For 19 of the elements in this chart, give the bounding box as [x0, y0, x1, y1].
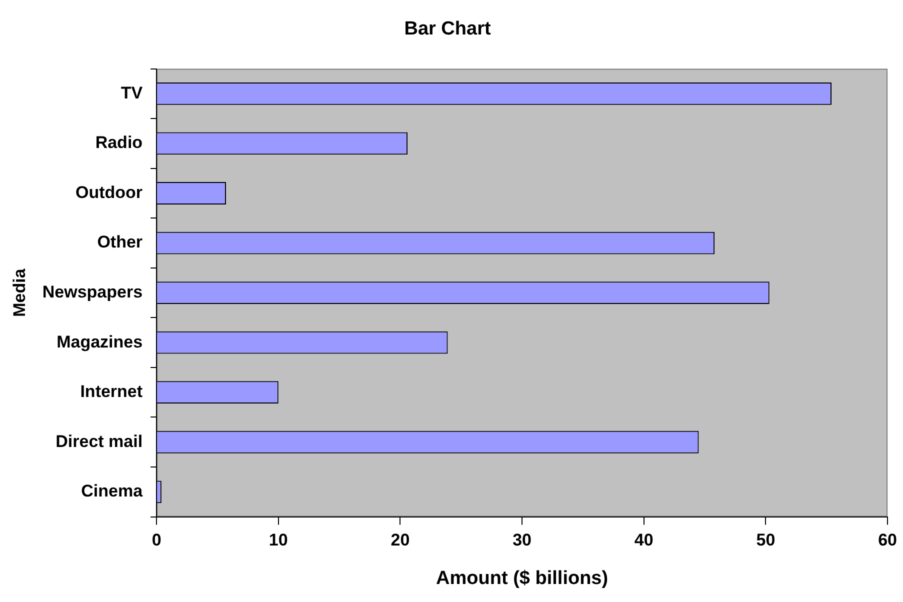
- y-tick-label: Outdoor: [76, 182, 143, 202]
- x-tick-label: 30: [512, 530, 532, 550]
- x-tick-label: 50: [756, 530, 776, 550]
- y-tick-label: TV: [120, 83, 144, 102]
- y-tick-label: Other: [97, 232, 143, 252]
- y-tick-label: Radio: [95, 133, 143, 152]
- x-tick-label: 10: [268, 530, 288, 550]
- y-tick-label: Newspapers: [42, 282, 143, 302]
- x-tick-label: 0: [152, 530, 162, 550]
- x-tick-label: 20: [390, 530, 410, 550]
- y-tick-label: Magazines: [56, 332, 143, 352]
- chart-title: Bar Chart: [404, 18, 492, 40]
- x-axis-title: Amount ($ billions): [436, 568, 608, 589]
- y-tick-label: Direct mail: [56, 432, 143, 451]
- y-tick-label: Cinema: [81, 482, 144, 501]
- x-tick-label: 40: [634, 530, 654, 550]
- y-axis-title: Media: [10, 268, 29, 317]
- y-tick-label: Internet: [80, 382, 143, 402]
- x-tick-label: 60: [878, 530, 898, 550]
